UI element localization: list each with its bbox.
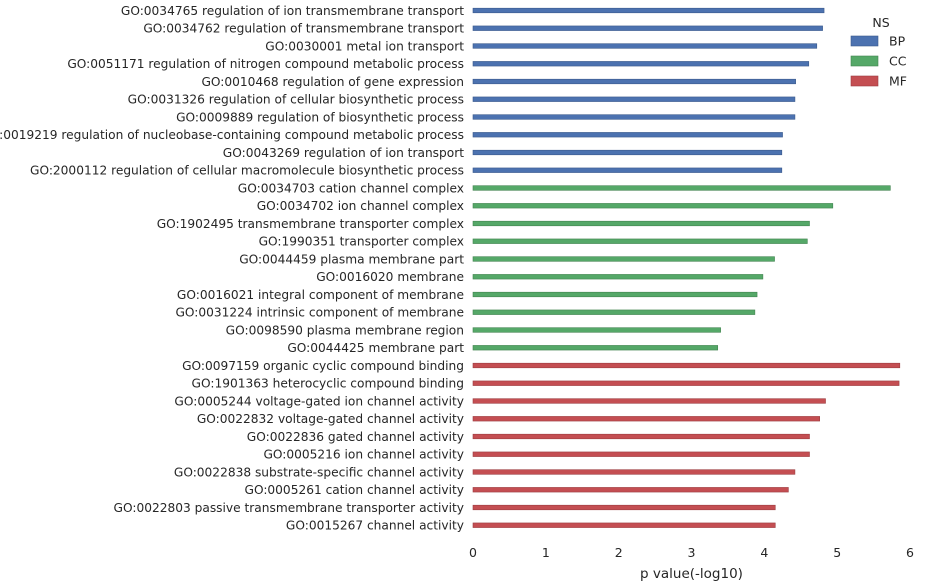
category-label: GO:1990351 transporter complex xyxy=(259,235,464,249)
category-label: GO:0009889 regulation of biosynthetic pr… xyxy=(176,110,464,124)
category-label: GO:0031224 intrinsic component of membra… xyxy=(175,306,464,320)
legend-label-mf: MF xyxy=(889,74,907,89)
bar-mf xyxy=(472,522,776,528)
category-label: GO:2000112 regulation of cellular macrom… xyxy=(30,164,464,178)
bar-cc xyxy=(472,203,834,209)
legend-items-group: BP CC MF xyxy=(850,34,907,89)
category-label: GO:0034765 regulation of ion transmembra… xyxy=(121,4,464,18)
category-label: GO:0034703 cation channel complex xyxy=(238,181,464,195)
category-label: GO:0097159 organic cyclic compound bindi… xyxy=(182,359,464,373)
category-label: GO:0005244 voltage-gated ion channel act… xyxy=(174,394,464,408)
category-label: GO:0044459 plasma membrane part xyxy=(239,252,464,266)
category-label: GO:0016021 integral component of membran… xyxy=(177,288,464,302)
category-label: GO:0034702 ion channel complex xyxy=(257,199,464,213)
category-label: GO:0030001 metal ion transport xyxy=(265,39,464,53)
bar-bp xyxy=(472,43,818,49)
bars-group xyxy=(472,7,901,528)
category-label: GO:0005261 cation channel activity xyxy=(245,483,465,497)
bar-mf xyxy=(472,433,810,440)
bar-mf xyxy=(472,469,796,475)
x-tick-label: 2 xyxy=(615,545,623,560)
category-label: GO:0034762 regulation of transmembrane t… xyxy=(143,22,464,36)
category-label: GO:0016020 membrane xyxy=(316,270,464,284)
legend-title: NS xyxy=(872,15,889,30)
x-tick-label: 1 xyxy=(542,545,550,560)
category-label: GO:1901363 heterocyclic compound binding xyxy=(192,377,464,391)
bar-bp xyxy=(472,96,796,102)
bar-cc xyxy=(472,291,758,298)
bar-bp xyxy=(472,132,783,138)
bar-mf xyxy=(472,380,900,386)
bar-mf xyxy=(472,416,820,422)
bar-mf xyxy=(472,504,776,511)
bar-bp xyxy=(472,61,810,67)
category-label: GO:0043269 regulation of ion transport xyxy=(223,146,464,160)
legend-swatch-bp xyxy=(850,35,879,47)
x-axis-title: p value(-log10) xyxy=(640,566,743,582)
category-label: GO:0098590 plasma membrane region xyxy=(226,323,464,337)
bar-cc xyxy=(472,327,721,333)
category-label: GO:0022838 substrate-specific channel ac… xyxy=(174,465,464,479)
legend-label-bp: BP xyxy=(889,34,906,49)
bar-mf xyxy=(472,362,901,369)
bar-bp xyxy=(472,114,796,120)
x-tick-labels-group: 0 1 2 3 4 5 6 xyxy=(469,545,914,560)
bar-bp xyxy=(472,78,796,85)
bar-mf xyxy=(472,398,826,404)
bar-cc xyxy=(472,274,764,280)
category-labels-group: GO:0034765 regulation of ion transmembra… xyxy=(0,4,464,533)
bar-mf xyxy=(472,487,789,493)
bar-bp xyxy=(472,25,823,31)
bar-bp xyxy=(472,167,783,173)
bar-cc xyxy=(472,256,775,262)
x-tick-label: 6 xyxy=(906,545,914,560)
category-label: GO:0051171 regulation of nitrogen compou… xyxy=(67,57,464,71)
category-label: GO:0015267 channel activity xyxy=(286,519,464,533)
category-label: GO:0044425 membrane part xyxy=(287,341,464,355)
legend-label-cc: CC xyxy=(889,54,907,69)
x-tick-label: 5 xyxy=(833,545,841,560)
category-label: GO:0005216 ion channel activity xyxy=(263,448,464,462)
bar-cc xyxy=(472,238,808,244)
category-label: GO:0022832 voltage-gated channel activit… xyxy=(197,412,464,426)
x-tick-label: 0 xyxy=(469,545,477,560)
legend: NS BP CC MF xyxy=(850,15,907,89)
category-label: GO:0010468 regulation of gene expression xyxy=(201,75,464,89)
bar-mf xyxy=(472,451,810,457)
x-tick-label: 3 xyxy=(688,545,696,560)
bar-cc xyxy=(472,185,891,191)
bar-cc xyxy=(472,345,719,351)
category-label: GO:0022803 passive transmembrane transpo… xyxy=(114,501,464,515)
x-tick-label: 4 xyxy=(760,545,768,560)
bar-bp xyxy=(472,149,783,156)
category-label: GO:1902495 transmembrane transporter com… xyxy=(157,217,464,231)
bar-cc xyxy=(472,309,756,315)
bar-cc xyxy=(472,220,810,227)
category-label: GO:0019219 regulation of nucleobase-cont… xyxy=(0,128,464,142)
category-label: GO:0031326 regulation of cellular biosyn… xyxy=(128,93,464,107)
legend-swatch-mf xyxy=(850,75,879,87)
category-label: GO:0022836 gated channel activity xyxy=(247,430,464,444)
bar-bp xyxy=(472,7,825,14)
legend-swatch-cc xyxy=(850,55,879,67)
